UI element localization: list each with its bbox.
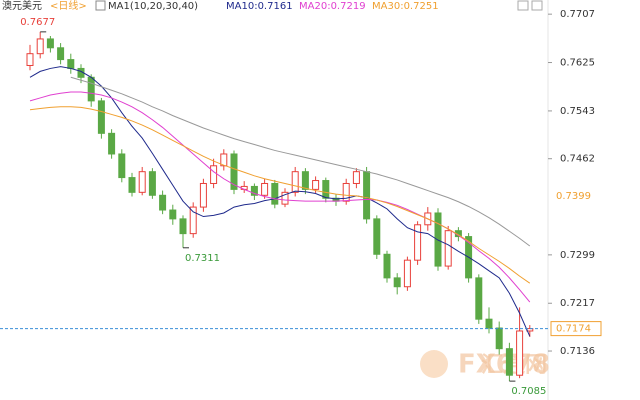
watermark: 汇通网 xyxy=(481,353,547,378)
candle-body xyxy=(179,218,187,235)
watermark-logo xyxy=(420,350,448,378)
ma-line xyxy=(29,106,531,284)
y-tick-label: 0.7543 xyxy=(560,106,595,117)
candle-body xyxy=(393,277,401,288)
ma-line xyxy=(29,66,531,337)
legend-entry: MA30:0.7251 xyxy=(372,1,439,12)
candle-body xyxy=(373,218,381,255)
annotation: 0.7677 xyxy=(20,17,55,28)
candle-body xyxy=(271,182,279,205)
candle-body xyxy=(505,348,513,376)
candle-body xyxy=(261,182,269,196)
toolbar-button[interactable] xyxy=(517,0,529,11)
candle-body xyxy=(97,100,105,134)
candle-body xyxy=(148,171,156,196)
candle-body xyxy=(57,47,65,61)
candle-body xyxy=(342,182,350,202)
level-label: 0.7399 xyxy=(556,191,591,202)
candle-body xyxy=(414,224,422,261)
candle-body xyxy=(26,53,34,66)
candle-body xyxy=(36,38,44,55)
y-tick-label: 0.7136 xyxy=(560,346,595,357)
candle-body xyxy=(250,185,258,196)
candle-body xyxy=(189,206,197,235)
candle-body xyxy=(352,171,360,184)
candle-body xyxy=(495,327,503,350)
candle-body xyxy=(281,191,289,205)
annotation: 0.7311 xyxy=(185,253,220,264)
current-price-label: 0.7174 xyxy=(556,324,591,335)
y-tick-label: 0.7299 xyxy=(560,250,595,261)
legend-entry: MA10:0.7161 xyxy=(226,1,293,12)
indicator: MA1(10,20,30,40) xyxy=(108,1,198,12)
y-tick-label: 0.7625 xyxy=(560,58,595,69)
candle-body xyxy=(516,330,524,376)
level-box xyxy=(551,188,601,203)
candle-body xyxy=(230,153,238,190)
y-tick-label: 0.7707 xyxy=(560,9,595,20)
chart-title: 澳元美元 xyxy=(2,0,42,12)
candle-body xyxy=(67,59,75,69)
ma-line xyxy=(70,76,531,247)
y-tick-label: 0.7462 xyxy=(560,154,595,165)
candle-body xyxy=(159,194,167,211)
candle-body xyxy=(138,171,146,193)
candle-body xyxy=(444,230,452,267)
candle-body xyxy=(485,318,493,329)
candle-body xyxy=(403,259,411,288)
candle-body xyxy=(383,253,391,279)
candle-body xyxy=(128,177,136,193)
candle-body xyxy=(312,180,320,190)
candle-body xyxy=(199,182,207,208)
candle-body xyxy=(220,153,228,167)
candle-body xyxy=(301,171,309,190)
candle-body xyxy=(87,76,95,102)
candle-body xyxy=(46,38,54,49)
annotation: 0.7085 xyxy=(511,386,546,397)
candle-body xyxy=(363,171,371,220)
y-tick-label: 0.7217 xyxy=(560,298,595,309)
candle-body xyxy=(291,171,299,193)
candle-body xyxy=(108,132,116,155)
indicator-icon[interactable] xyxy=(95,0,106,11)
candle-body xyxy=(210,165,218,184)
current-price-box xyxy=(550,321,602,337)
candle-body xyxy=(169,209,177,220)
toolbar-button[interactable] xyxy=(531,0,543,11)
candle-body xyxy=(475,277,483,320)
period: <日线> xyxy=(50,0,87,12)
watermark: FX678 xyxy=(458,350,550,380)
candle-body xyxy=(118,153,126,179)
candle-body xyxy=(322,180,330,199)
legend-entry: MA20:0.7219 xyxy=(299,1,366,12)
